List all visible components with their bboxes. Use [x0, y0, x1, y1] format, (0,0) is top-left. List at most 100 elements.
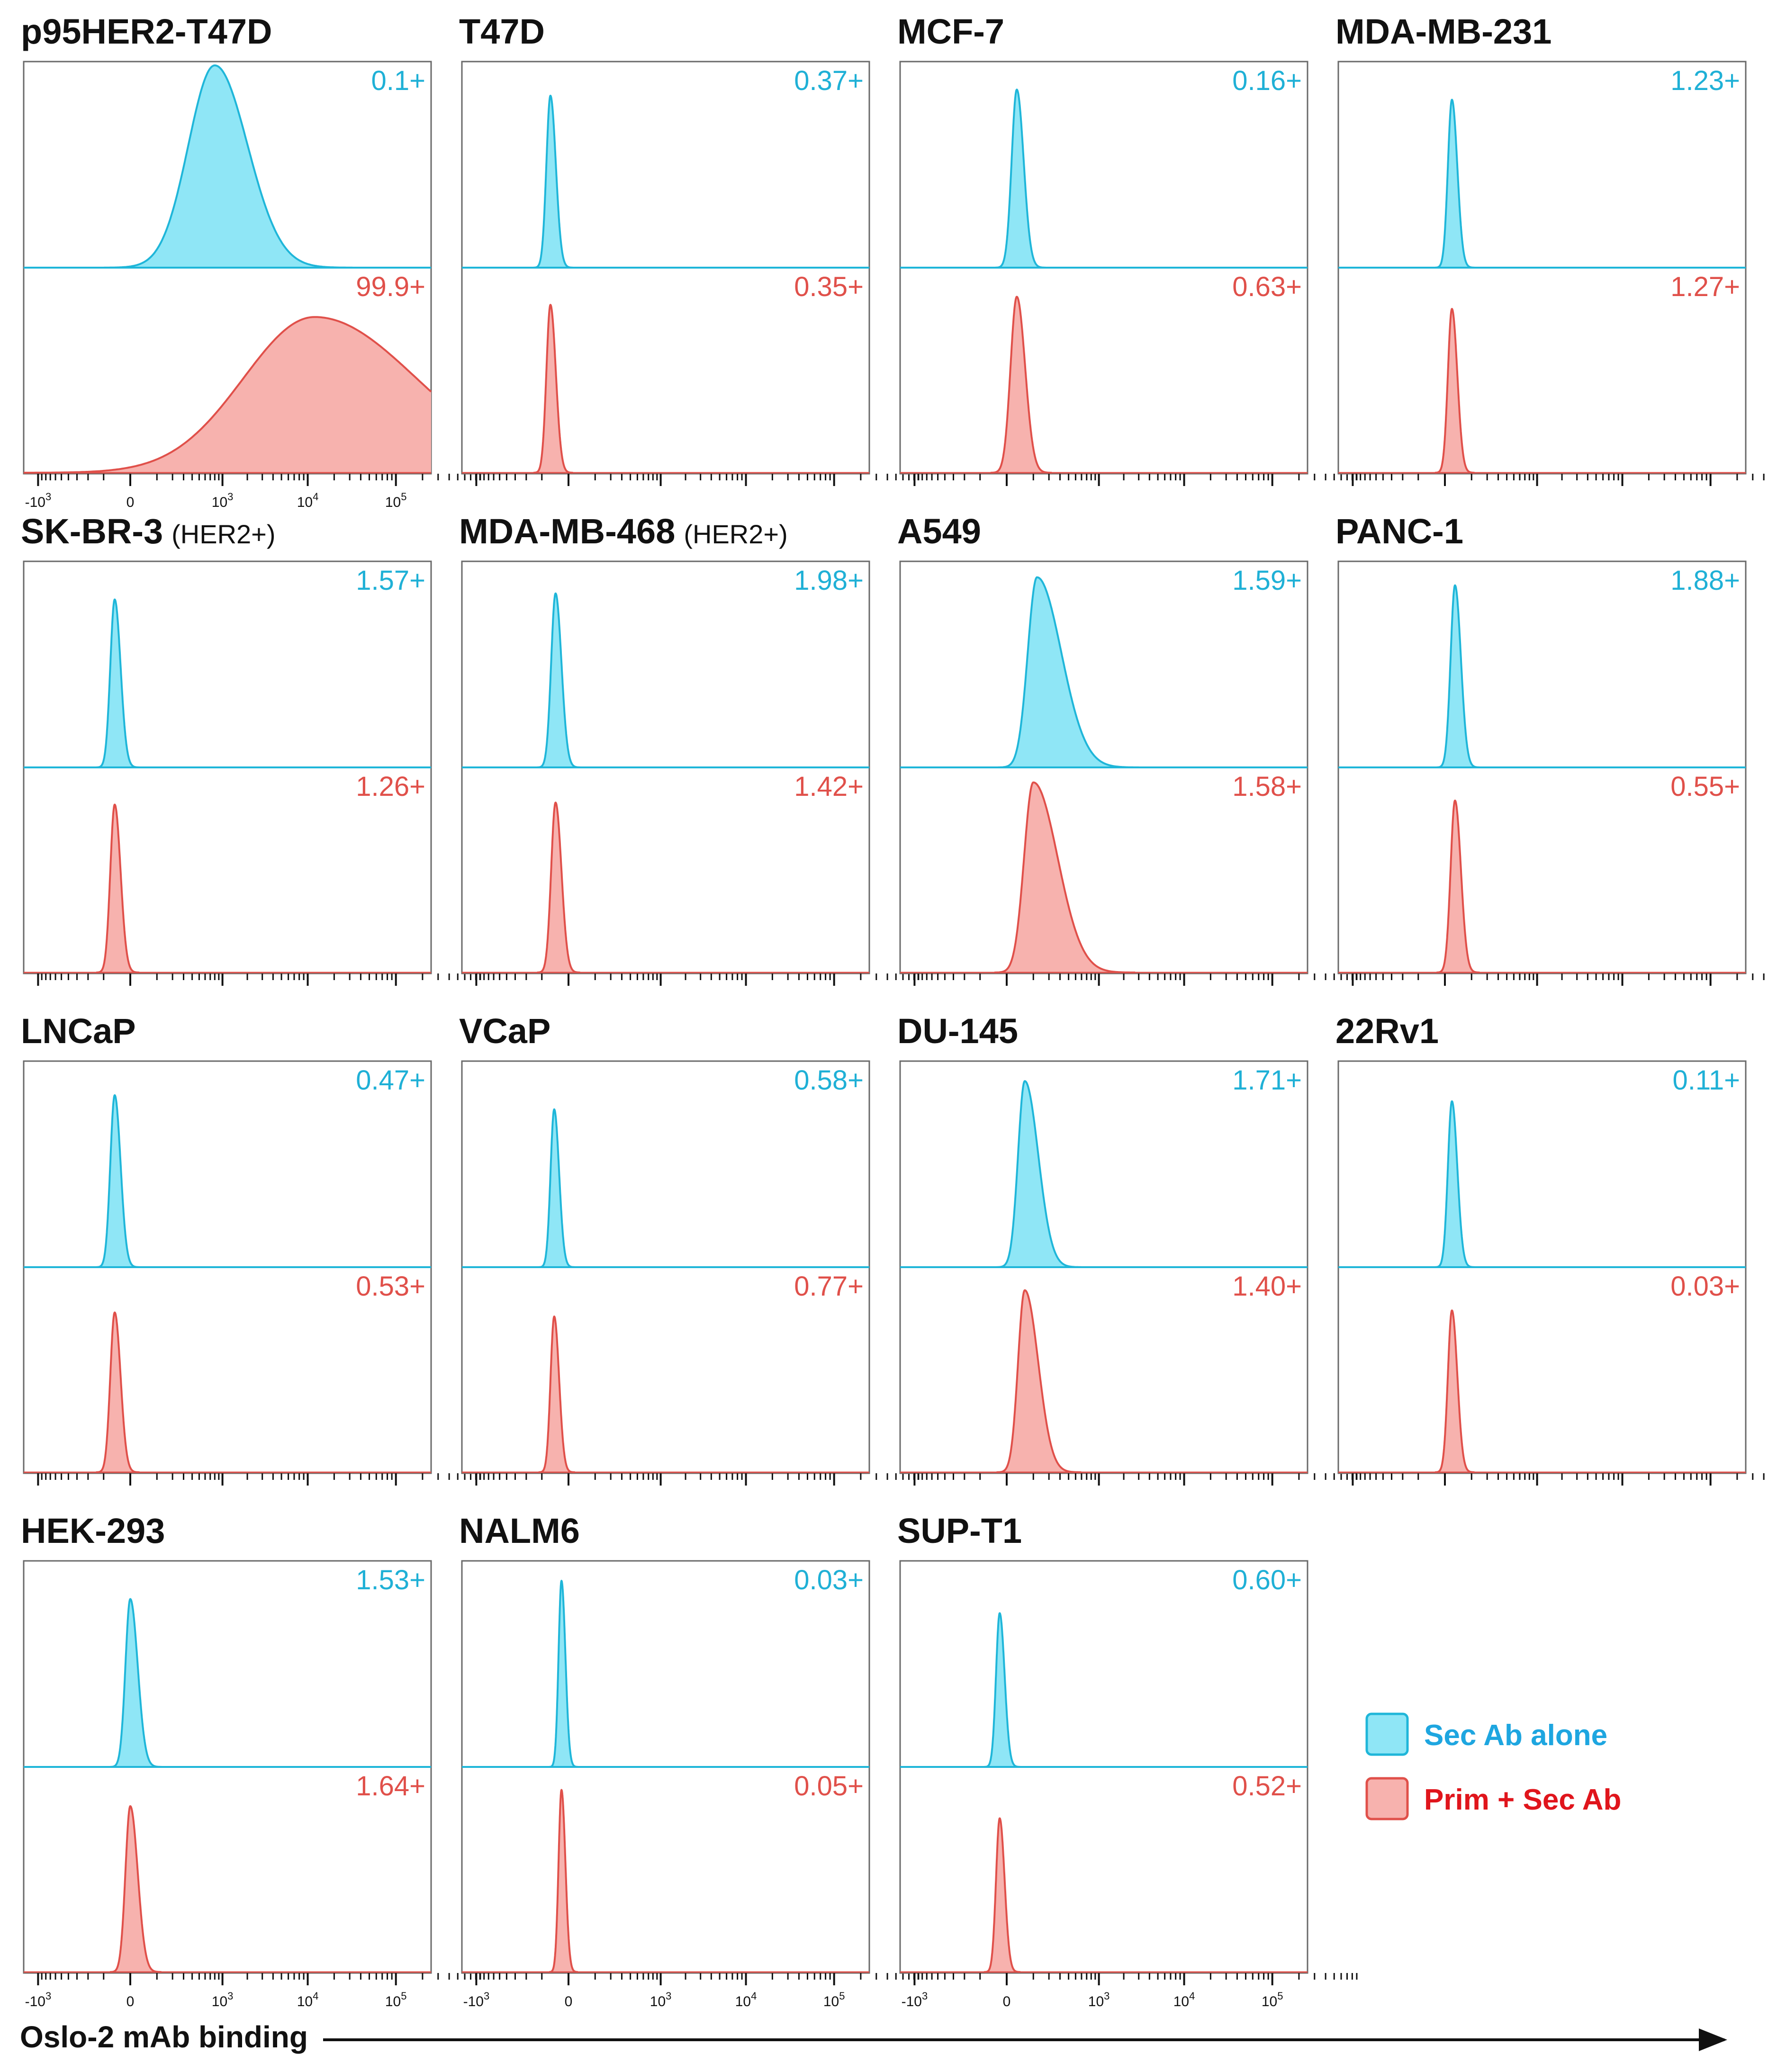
prim-percent-label: 0.55+	[1670, 771, 1740, 802]
prim-histogram-line	[24, 316, 432, 474]
x-tick-label: -103	[25, 1990, 52, 2009]
panel-title: SUP-T1	[897, 1511, 1022, 1550]
prim-histogram-line	[537, 801, 580, 973]
x-tick-label: 104	[297, 491, 319, 510]
x-axis-title: Oslo-2 mAb binding	[20, 2020, 308, 2054]
x-tick-label: 103	[650, 1990, 672, 2009]
legend-label-prim: Prim + Sec Ab	[1424, 1784, 1621, 1816]
sec-histogram-line	[1435, 99, 1475, 269]
prim-percent-label: 1.58+	[1232, 771, 1302, 802]
panel-title-main: VCaP	[459, 1011, 550, 1051]
prim-percent-label: 99.9+	[356, 271, 425, 302]
prim-percent-label: 1.40+	[1232, 1271, 1302, 1302]
sec-percent-label: 1.71+	[1232, 1065, 1302, 1096]
sec-histogram-line	[1436, 584, 1480, 768]
sec-histogram-line	[995, 88, 1046, 269]
panel-title-main: MDA-MB-468	[459, 512, 675, 551]
sec-percent-label: 0.1+	[371, 65, 426, 96]
sec-percent-label: 0.58+	[794, 1065, 864, 1096]
x-tick-label: 0	[1003, 1994, 1011, 2009]
panel-grid: p95HER2-T47D 0.1+ 99.9+ -103 0 103 104 105 T47D 0…	[21, 12, 1765, 2009]
prim-histogram-fill	[24, 317, 431, 473]
panel: NALM6 0.03+ 0.05+ -103 0 103 104 105	[459, 1511, 920, 2009]
panel-title: p95HER2-T47D	[21, 12, 272, 51]
sec-histogram-line	[549, 1579, 578, 1768]
panel-title-sub: (HER2+)	[171, 519, 275, 549]
x-tick-label: 0	[126, 495, 135, 510]
panel-title-main: SUP-T1	[897, 1511, 1022, 1550]
panel: MDA-MB-468 (HER2+)1.98+ 1.42+	[459, 512, 920, 986]
prim-histogram-line	[991, 296, 1052, 474]
prim-percent-label: 0.03+	[1670, 1271, 1740, 1302]
prim-percent-label: 0.35+	[794, 271, 864, 302]
x-tick-label: -103	[463, 1990, 490, 2009]
prim-percent-label: 0.05+	[794, 1771, 864, 1802]
prim-percent-label: 1.27+	[1670, 271, 1740, 302]
x-tick-label: 105	[385, 491, 407, 510]
panel-title-main: T47D	[459, 12, 545, 51]
panel-title-main: MDA-MB-231	[1335, 12, 1552, 51]
x-tick-label: 103	[212, 491, 234, 510]
prim-histogram-line	[1435, 1309, 1475, 1473]
prim-histogram-line	[96, 803, 140, 973]
panel: T47D 0.37+ 0.35+	[459, 12, 920, 486]
prim-histogram-line	[996, 1289, 1082, 1473]
prim-histogram-line	[96, 1311, 140, 1473]
legend: Sec Ab alone Prim + Sec Ab	[1365, 1712, 1621, 1820]
sec-histogram-fill	[24, 65, 431, 268]
sec-percent-label: 0.11+	[1673, 1065, 1740, 1096]
panel-title-main: A549	[897, 512, 981, 551]
x-tick-label: -103	[25, 491, 52, 510]
sec-histogram-line	[96, 1094, 140, 1268]
prim-histogram-line	[1436, 799, 1480, 973]
panel-title-main: LNCaP	[21, 1011, 136, 1051]
panel: MDA-MB-231 1.23+ 1.27+	[1335, 12, 1765, 486]
panel: p95HER2-T47D 0.1+ 99.9+ -103 0 103 104 105	[21, 12, 481, 510]
panel-title: PANC-1	[1335, 512, 1463, 551]
x-tick-label: 103	[212, 1990, 234, 2009]
sec-percent-label: 1.88+	[1670, 565, 1740, 596]
panel-title-main: p95HER2-T47D	[21, 12, 272, 51]
panel-title: LNCaP	[21, 1011, 136, 1051]
prim-histogram-line	[533, 304, 573, 474]
panel-title: A549	[897, 512, 981, 551]
panel-title-sub: (HER2+)	[684, 519, 787, 549]
sec-histogram-line	[984, 1612, 1021, 1768]
prim-histogram-line	[549, 1789, 578, 1973]
panel-title-main: NALM6	[459, 1511, 580, 1550]
panel: DU-145 1.71+ 1.40+	[897, 1011, 1358, 1486]
sec-percent-label: 0.47+	[356, 1065, 425, 1096]
panel-title: HEK-293	[21, 1511, 165, 1550]
legend-label-sec: Sec Ab alone	[1424, 1719, 1607, 1752]
panel-title: DU-145	[897, 1011, 1018, 1051]
x-tick-label: 105	[385, 1990, 407, 2009]
panel: SK-BR-3 (HER2+) 1.57+ 1.26+	[21, 512, 481, 986]
panel: SUP-T1 0.60+ 0.52+ -103 0 103 104 105	[897, 1511, 1358, 2009]
panel-title: T47D	[459, 12, 545, 51]
sec-histogram-line	[538, 1108, 575, 1268]
prim-percent-label: 1.64+	[356, 1771, 425, 1802]
x-tick-label: -103	[902, 1990, 928, 2009]
panel: A549 1.59+ 1.58+	[897, 512, 1358, 986]
sec-histogram-fill	[24, 1599, 431, 1767]
prim-histogram-line	[984, 1817, 1021, 1973]
panel-title: MCF-7	[897, 12, 1004, 51]
panel-title-main: DU-145	[897, 1011, 1018, 1051]
prim-histogram-fill	[24, 1806, 431, 1972]
prim-histogram-line	[110, 1805, 162, 1973]
sec-percent-label: 1.53+	[356, 1565, 425, 1595]
prim-percent-label: 0.52+	[1232, 1771, 1302, 1802]
x-tick-label: 105	[1262, 1990, 1283, 2009]
x-tick-label: 0	[126, 1994, 135, 2009]
sec-histogram-line	[104, 64, 353, 269]
sec-histogram-line	[537, 592, 580, 768]
prim-percent-label: 1.42+	[794, 771, 864, 802]
sec-percent-label: 0.37+	[794, 65, 864, 96]
sec-percent-label: 1.59+	[1232, 565, 1302, 596]
panel: PANC-1 1.88+ 0.55+	[1335, 512, 1765, 986]
panel-title-main: 22Rv1	[1335, 1011, 1439, 1051]
sec-histogram-line	[998, 576, 1139, 768]
sec-percent-label: 1.23+	[1670, 65, 1740, 96]
prim-histogram-line	[538, 1315, 575, 1473]
sec-histogram-line	[110, 1598, 162, 1768]
